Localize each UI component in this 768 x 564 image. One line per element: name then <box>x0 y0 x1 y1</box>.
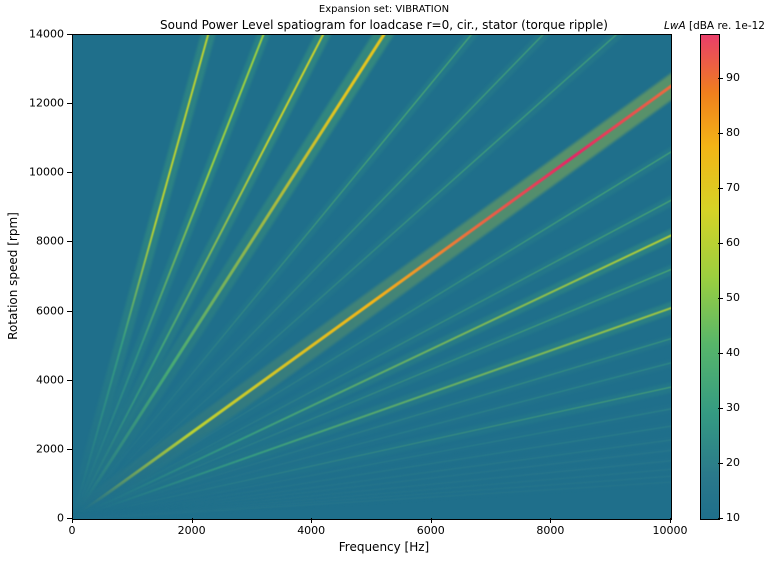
colorbar-tick-label: 80 <box>726 127 740 138</box>
x-tick-mark <box>670 518 671 523</box>
y-tick-mark <box>67 241 72 242</box>
colorbar-tick-mark <box>718 298 723 299</box>
x-tick-mark <box>72 518 73 523</box>
colorbar-tick-mark <box>718 133 723 134</box>
colorbar <box>700 34 720 520</box>
colorbar-tick-mark <box>718 78 723 79</box>
colorbar-tick-mark <box>718 463 723 464</box>
y-tick-label: 10000 <box>28 167 64 178</box>
colorbar-tick-mark <box>718 408 723 409</box>
y-tick-label: 0 <box>28 513 64 524</box>
colorbar-tick-label: 40 <box>726 347 740 358</box>
x-tick-mark <box>550 518 551 523</box>
colorbar-tick-mark <box>718 188 723 189</box>
figure: { "figure": { "width_px": 768, "height_p… <box>0 0 768 564</box>
y-tick-mark <box>67 311 72 312</box>
y-tick-mark <box>67 103 72 104</box>
x-tick-label: 2000 <box>178 525 206 536</box>
colorbar-tick-label: 30 <box>726 402 740 413</box>
y-tick-label: 14000 <box>28 29 64 40</box>
figure-suptitle: Expansion set: VIBRATION <box>0 4 768 15</box>
y-tick-mark <box>67 172 72 173</box>
colorbar-title: LwA [dBA re. 1e-12 W] <box>664 20 768 32</box>
colorbar-tick-mark <box>718 353 723 354</box>
y-tick-label: 8000 <box>28 236 64 247</box>
y-axis-label: Rotation speed [rpm] <box>6 212 20 340</box>
y-tick-mark <box>67 34 72 35</box>
y-tick-mark <box>67 518 72 519</box>
x-axis-label: Frequency [Hz] <box>0 540 768 554</box>
y-tick-mark <box>67 380 72 381</box>
x-tick-mark <box>311 518 312 523</box>
y-tick-label: 12000 <box>28 98 64 109</box>
x-tick-mark <box>431 518 432 523</box>
y-tick-label: 4000 <box>28 374 64 385</box>
y-tick-label: 2000 <box>28 443 64 454</box>
colorbar-tick-label: 70 <box>726 182 740 193</box>
x-tick-label: 4000 <box>297 525 325 536</box>
colorbar-tick-label: 10 <box>726 512 740 523</box>
y-tick-mark <box>67 449 72 450</box>
axes-title: Sound Power Level spatiogram for loadcas… <box>0 18 768 32</box>
x-tick-mark <box>192 518 193 523</box>
spectrogram-plot <box>72 34 672 520</box>
colorbar-tick-mark <box>718 518 723 519</box>
colorbar-tick-label: 20 <box>726 457 740 468</box>
y-tick-label: 6000 <box>28 305 64 316</box>
colorbar-tick-label: 50 <box>726 292 740 303</box>
x-tick-label: 0 <box>69 525 76 536</box>
x-tick-label: 6000 <box>417 525 445 536</box>
x-tick-label: 8000 <box>536 525 564 536</box>
colorbar-tick-mark <box>718 243 723 244</box>
x-tick-label: 10000 <box>653 525 688 536</box>
colorbar-tick-label: 60 <box>726 237 740 248</box>
colorbar-tick-label: 90 <box>726 72 740 83</box>
